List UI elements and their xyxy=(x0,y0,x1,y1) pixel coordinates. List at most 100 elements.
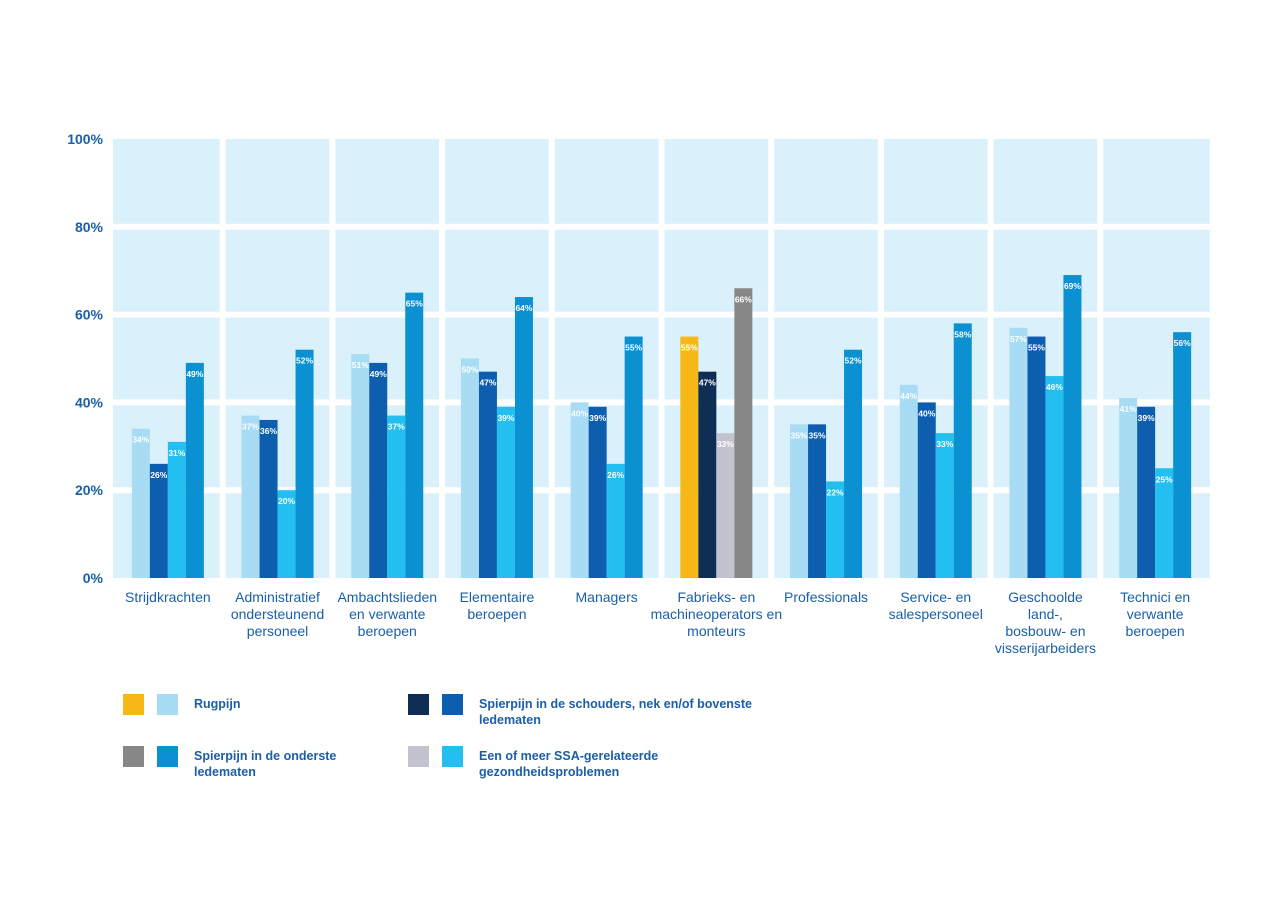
y-tick-label: 60% xyxy=(75,307,104,323)
bar xyxy=(167,441,186,578)
bar xyxy=(241,415,260,578)
legend-swatch-highlight xyxy=(123,746,144,767)
bar xyxy=(1119,398,1138,578)
bar-value-label: 20% xyxy=(278,496,295,506)
legend-swatch-default xyxy=(157,694,178,715)
bar xyxy=(259,419,278,578)
legend-item-ssa: Een of meer SSA-gerelateerde gezondheids… xyxy=(408,746,679,780)
x-category-label: Geschoolde land-, bosbouw- en visserijar… xyxy=(994,589,1097,656)
bar-value-label: 37% xyxy=(242,422,259,432)
bar xyxy=(1009,327,1028,578)
bar xyxy=(277,490,296,578)
x-category-label: Strijdkrachten xyxy=(125,589,211,605)
bar xyxy=(734,288,753,578)
x-category-label: Administratief ondersteunend personeel xyxy=(230,589,325,639)
bar-value-label: 41% xyxy=(1120,404,1137,414)
x-category-label: Fabrieks- en machineoperators en monteur… xyxy=(650,589,783,639)
legend-label: Een of meer SSA-gerelateerde gezondheids… xyxy=(479,749,659,779)
bar xyxy=(460,358,479,578)
grid-panel xyxy=(664,229,769,312)
bar-value-label: 46% xyxy=(1046,382,1063,392)
bar xyxy=(131,428,150,578)
grid-panel xyxy=(883,229,988,312)
grid-panel xyxy=(335,139,440,224)
bar-value-label: 58% xyxy=(954,329,971,339)
legend-swatch-default xyxy=(442,694,463,715)
bar xyxy=(1137,406,1156,578)
bar-value-label: 36% xyxy=(260,426,277,436)
grid-panel xyxy=(883,139,988,224)
bar-value-label: 39% xyxy=(497,413,514,423)
bar-value-label: 39% xyxy=(1138,413,1155,423)
bar-value-label: 31% xyxy=(168,448,185,458)
bar xyxy=(351,354,370,578)
x-category-label: Elementaire beroepen xyxy=(459,589,535,622)
bar-value-label: 35% xyxy=(809,430,826,440)
y-tick-label: 40% xyxy=(75,394,104,410)
legend-label: Rugpijn xyxy=(194,697,241,711)
grid-panel xyxy=(225,229,330,312)
bar xyxy=(1155,468,1174,578)
grid-panel xyxy=(774,229,878,312)
grid-panel xyxy=(225,317,330,400)
grid-panel xyxy=(445,229,549,312)
bar-value-label: 56% xyxy=(1174,338,1191,348)
bar-value-label: 50% xyxy=(461,365,478,375)
bar xyxy=(149,463,168,578)
bar xyxy=(369,362,388,578)
x-category-label: Technici en verwante beroepen xyxy=(1120,589,1191,639)
grid-panel xyxy=(664,139,769,224)
bar-value-label: 40% xyxy=(571,408,588,418)
grid-panel xyxy=(554,229,659,312)
bar-value-label: 26% xyxy=(607,470,624,480)
grid-panel xyxy=(554,317,659,400)
bar xyxy=(716,433,735,578)
bar-value-label: 55% xyxy=(625,343,642,353)
legend-label: Spierpijn in de onderste ledematen xyxy=(194,749,337,779)
legend-label: Spierpijn in de schouders, nek en/of bov… xyxy=(479,697,752,727)
legend-swatch-highlight xyxy=(123,694,144,715)
bar-value-label: 52% xyxy=(845,356,862,366)
grid-panel xyxy=(225,139,330,224)
y-axis: 0% 20% 40% 60% 80% 100% xyxy=(67,131,103,586)
bar xyxy=(624,336,643,578)
grid-panel xyxy=(335,229,440,312)
bar-value-label: 64% xyxy=(515,303,532,313)
bar-value-label: 51% xyxy=(352,360,369,370)
bar xyxy=(917,402,936,578)
bars: 34%26%31%49%37% 36%20%52% 51%49%37%65%50%4… xyxy=(131,275,1192,578)
bar-value-label: 52% xyxy=(296,356,313,366)
bar xyxy=(680,336,699,578)
x-category-label: Ambachtslieden en verwante beroepen xyxy=(337,589,438,639)
bar xyxy=(935,433,954,578)
bar xyxy=(953,323,972,578)
bar-value-label: 33% xyxy=(936,439,953,449)
bar-value-label: 35% xyxy=(791,430,808,440)
legend-item-onderste: Spierpijn in de onderste ledematen xyxy=(123,746,344,780)
x-category-label: Managers xyxy=(575,589,638,605)
y-tick-label: 80% xyxy=(75,219,104,235)
bar xyxy=(1063,275,1082,578)
bar-value-label: 47% xyxy=(479,378,496,388)
bar-value-label: 55% xyxy=(681,343,698,353)
grid-panel xyxy=(993,229,1098,312)
bar-value-label: 49% xyxy=(186,369,203,379)
bar xyxy=(588,406,607,578)
bar xyxy=(844,349,863,578)
bar xyxy=(698,371,717,578)
grid-panel xyxy=(113,139,220,224)
bar-value-label: 34% xyxy=(132,435,149,445)
bar xyxy=(496,406,515,578)
bar-value-label: 65% xyxy=(406,299,423,309)
bar-value-label: 22% xyxy=(827,487,844,497)
grid-panel xyxy=(445,139,549,224)
bar-value-label: 44% xyxy=(900,391,917,401)
legend-swatch-default xyxy=(157,746,178,767)
bar-value-label: 49% xyxy=(370,369,387,379)
bar-value-label: 26% xyxy=(150,470,167,480)
bar xyxy=(826,481,845,578)
y-tick-label: 0% xyxy=(83,570,104,586)
legend-item-schouders: Spierpijn in de schouders, nek en/of bov… xyxy=(408,694,754,728)
bar xyxy=(1045,376,1064,578)
